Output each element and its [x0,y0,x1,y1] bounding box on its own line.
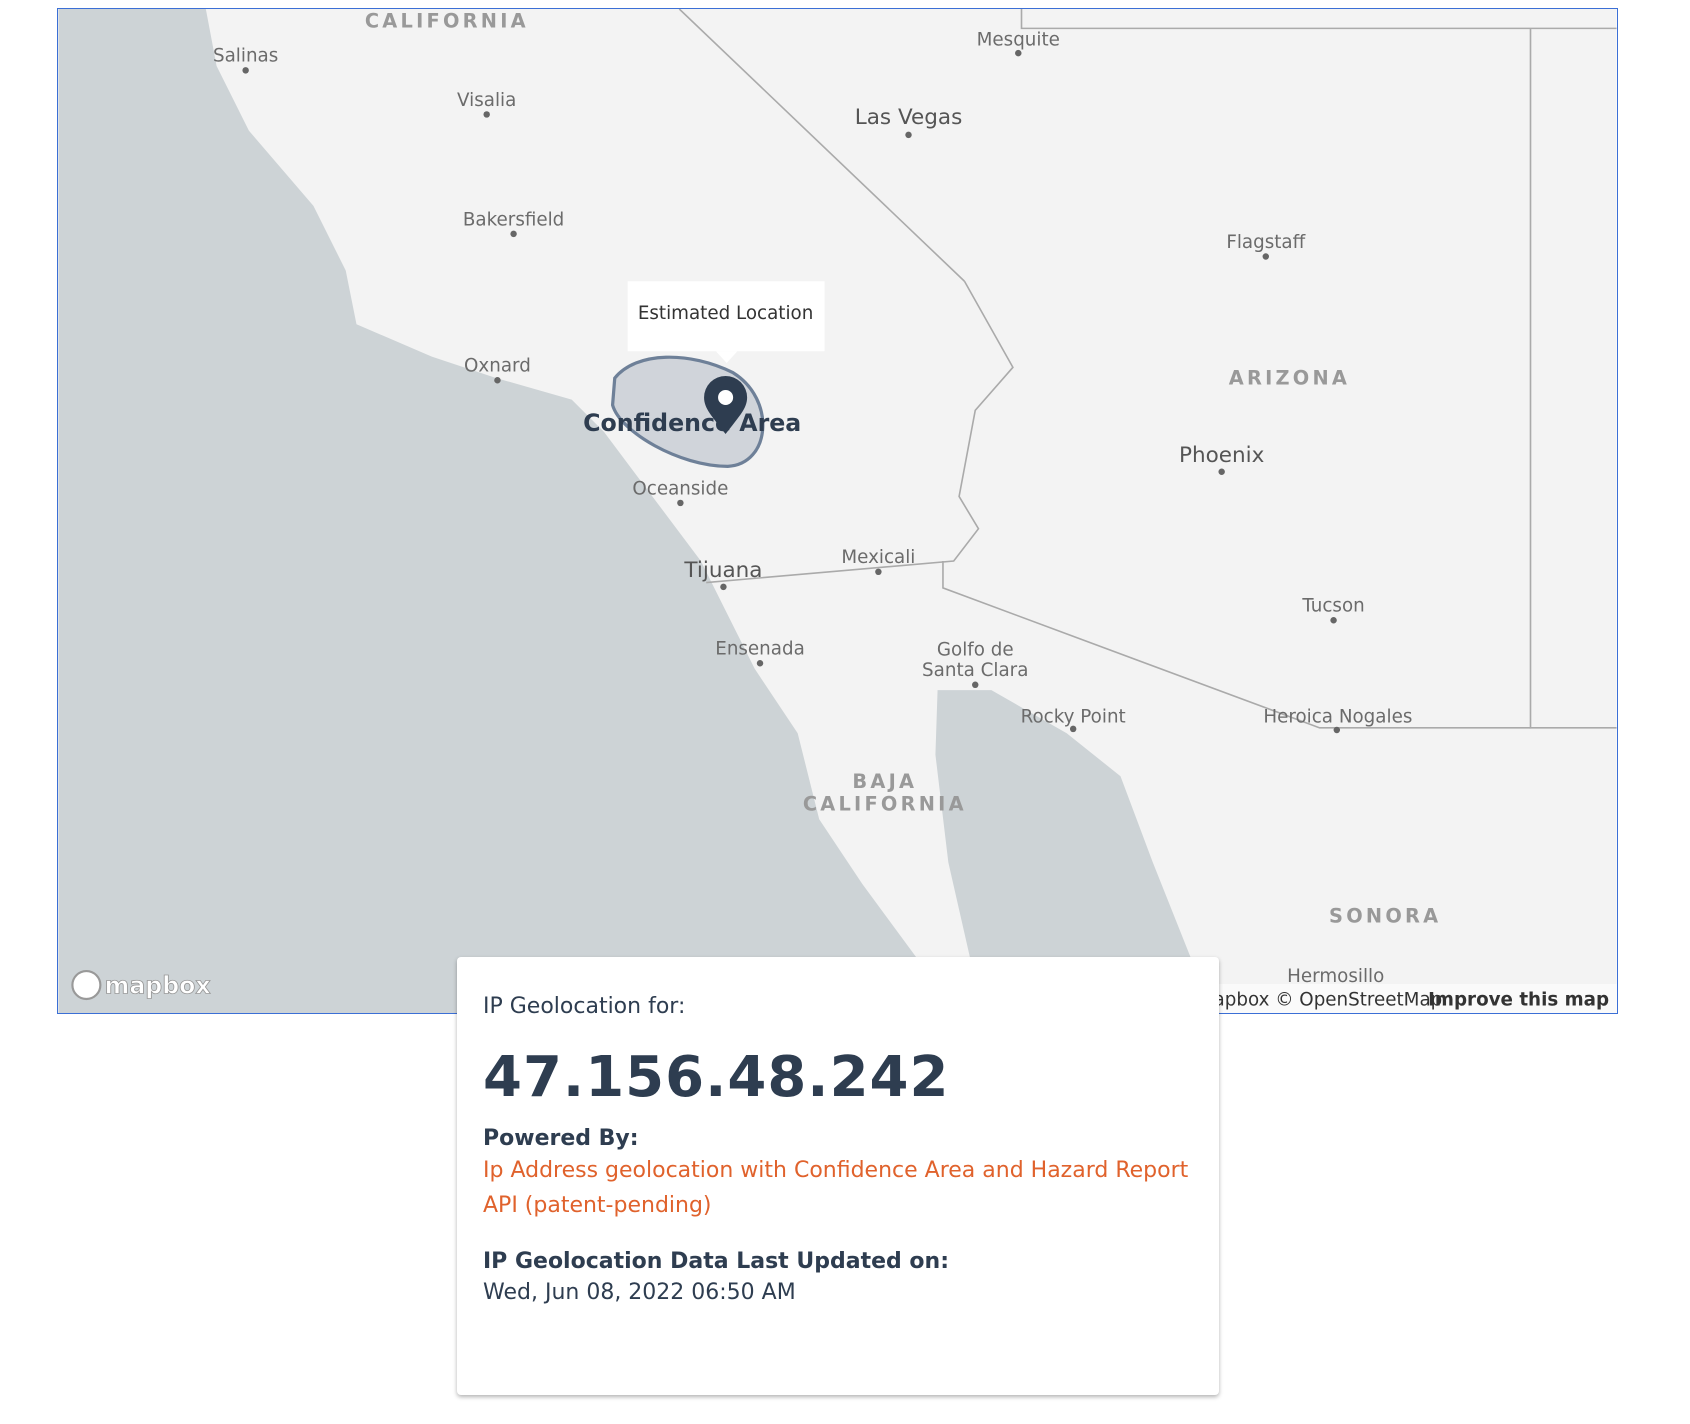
area-label: Confidence Area [583,409,801,437]
map-label: Hermosillo [1287,966,1384,987]
map-label: Mesquite [977,30,1060,51]
map-label: Santa Clara [922,660,1028,681]
map-label: CALIFORNIA [365,9,529,32]
attribution-bg [1195,983,1617,1013]
powered-label: Powered By: [483,1126,639,1151]
map-label: Phoenix [1179,443,1265,468]
map-label: SONORA [1329,905,1441,928]
updated-label: IP Geolocation Data Last Updated on: [483,1249,949,1274]
gulf [935,690,1191,958]
popup [627,281,825,352]
pin-hole [718,389,734,406]
map-label: Rocky Point [1021,706,1126,727]
map-label: Visalia [457,90,516,111]
powered-link[interactable]: Ip Address geolocation with Confidence A… [483,1158,1189,1218]
attribution[interactable]: © Mapbox © OpenStreetMap [1174,989,1443,1010]
popup-tip [715,351,738,364]
map-label: Bakersfield [463,209,564,230]
map-label: Flagstaff [1226,232,1305,253]
borders [678,9,1617,729]
updated-value: Wed, Jun 08, 2022 06:50 AM [483,1280,796,1305]
logo-icon [71,969,102,1001]
ocean [58,9,917,1013]
map-label: Oceanside [632,478,728,499]
map-label: Oxnard [464,356,531,377]
popup-text: Estimated Location [638,303,813,324]
ip-address: 47.156.48.242 [483,1045,950,1110]
map-label: Ensenada [715,639,805,660]
info-card: IP Geolocation for: 47.156.48.242 Powere… [457,957,1219,1395]
map-label: Mexicali [841,547,915,568]
card-heading: IP Geolocation for: [483,994,686,1019]
map-label: ARIZONA [1229,367,1350,390]
map-label: BAJA [852,770,917,793]
map-label: Heroica Nogales [1263,706,1412,727]
improve-link[interactable]: Improve this map [1428,989,1609,1010]
map-label: Salinas [213,46,278,67]
map-label: Tucson [1301,596,1364,617]
map-label: CALIFORNIA [803,793,967,816]
map-label: Las Vegas [855,105,963,130]
map-label: Golfo de [937,640,1014,661]
map[interactable]: CALIFORNIA Salinas Visalia Bakersfield O… [57,8,1618,1014]
logo[interactable]: mapbox [104,971,211,1000]
city-dots [242,49,1341,734]
map-label: Tijuana [683,558,762,583]
